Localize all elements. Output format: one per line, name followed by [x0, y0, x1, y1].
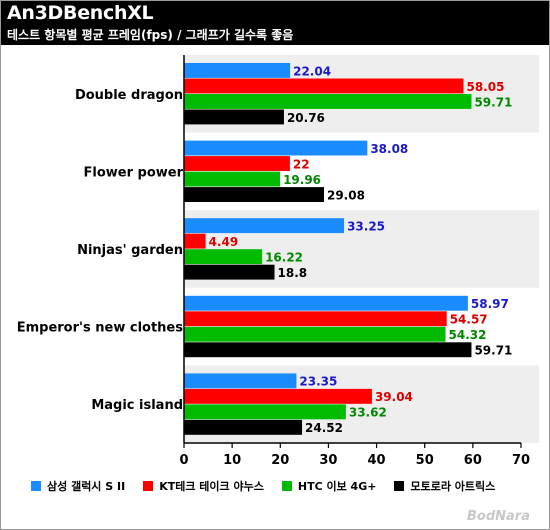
legend-item-4: 모토로라 아트릭스	[394, 478, 495, 494]
category-label-flower-power: Flower power	[83, 165, 183, 180]
data-label-flower-power-s4: 29.08	[327, 188, 365, 202]
bar-double-dragon-s3	[184, 94, 472, 109]
data-label-ninjas-garden-s3: 16.22	[265, 250, 303, 264]
legend: 삼성 갤럭시 S II KT테크 테이크 야누스 HTC 이보 4G+ 모토로라 아트…	[31, 477, 495, 495]
x-tick-label-10: 10	[223, 453, 241, 468]
bar-flower-power-s3	[184, 171, 281, 187]
x-tick-label-60: 60	[464, 453, 482, 468]
data-label-double-dragon-s2: 58.05	[466, 80, 504, 94]
bar-ninjas-garden-s4	[184, 264, 275, 280]
legend-swatch-4	[394, 481, 405, 491]
x-tick-label-20: 20	[271, 453, 289, 468]
category-label-double-dragon: Double dragon	[75, 88, 183, 103]
data-label-flower-power-s3: 19.96	[283, 173, 321, 187]
legend-item-1: 삼성 갤럭시 S II	[31, 478, 125, 494]
bar-emperor-s-new-clothes-s4	[184, 342, 472, 358]
x-tick-label-30: 30	[319, 453, 337, 468]
legend-swatch-1	[31, 481, 41, 491]
bar-ninjas-garden-s3	[184, 249, 263, 265]
bar-magic-island-s3	[184, 404, 346, 420]
bar-emperor-s-new-clothes-s2	[184, 311, 447, 327]
bar-ninjas-garden-s2	[184, 233, 206, 249]
chart-title: An3DBenchXL	[7, 2, 154, 24]
bar-emperor-s-new-clothes-s3	[184, 326, 446, 342]
legend-item-2: KT테크 테이크 야누스	[143, 478, 264, 494]
x-tick-label-0: 0	[179, 453, 188, 468]
data-label-double-dragon-s4: 20.76	[287, 111, 325, 125]
x-tick-label-40: 40	[368, 453, 386, 468]
legend-label-3: HTC 이보 4G+	[297, 480, 377, 493]
data-label-ninjas-garden-s1: 33.25	[347, 219, 385, 233]
data-label-emperor-s-new-clothes-s3: 54.32	[449, 328, 487, 342]
bar-marks	[184, 63, 472, 435]
bar-double-dragon-s2	[184, 78, 464, 94]
bar-ninjas-garden-s1	[184, 218, 345, 234]
bar-magic-island-s1	[184, 373, 297, 389]
legend-label-4: 모토로라 아트릭스	[410, 480, 496, 493]
bar-chart: 22.0458.0559.7120.7638.082219.9629.0833.…	[17, 55, 539, 468]
svg-text:BodNara: BodNara	[467, 509, 530, 524]
data-label-emperor-s-new-clothes-s1: 58.97	[471, 297, 509, 311]
data-label-ninjas-garden-s2: 4.49	[209, 235, 239, 249]
data-label-emperor-s-new-clothes-s2: 54.57	[450, 313, 488, 327]
data-label-magic-island-s4: 24.52	[305, 421, 343, 435]
category-label-ninjas-garden: Ninjas' garden	[77, 243, 183, 258]
bar-flower-power-s1	[184, 140, 368, 156]
legend-label-2: KT테크 테이크 야누스	[159, 480, 264, 493]
data-label-magic-island-s1: 23.35	[299, 375, 337, 389]
bar-magic-island-s2	[184, 388, 372, 404]
legend-item-3: HTC 이보 4G+	[281, 478, 377, 494]
bar-double-dragon-s1	[184, 63, 291, 78]
data-label-flower-power-s2: 22	[293, 157, 310, 171]
x-tick-label-50: 50	[416, 453, 434, 468]
data-label-emperor-s-new-clothes-s4: 59.71	[474, 344, 512, 358]
data-label-double-dragon-s1: 22.04	[293, 64, 331, 78]
bodnara-watermark: BodNara	[467, 509, 530, 524]
x-axis: 0 10 20 30 40 50 60 70	[179, 55, 530, 468]
bar-emperor-s-new-clothes-s1	[184, 295, 468, 311]
bar-magic-island-s4	[184, 419, 303, 435]
x-tick-label-70: 70	[512, 453, 530, 468]
legend-label-1: 삼성 갤럭시 S II	[47, 480, 126, 493]
chart-subtitle: 테스트 항목별 평균 프레임(fps) / 그래프가 길수록 좋음	[7, 28, 294, 42]
category-label-magic-island: Magic island	[91, 398, 183, 413]
bar-flower-power-s4	[184, 187, 324, 202]
data-label-magic-island-s3: 33.62	[349, 406, 387, 420]
data-label-flower-power-s1: 38.08	[370, 142, 408, 156]
data-label-ninjas-garden-s4: 18.8	[278, 266, 308, 280]
chart-header: An3DBenchXL 테스트 항목별 평균 프레임(fps) / 그래프가 길…	[1, 1, 549, 45]
bar-flower-power-s2	[184, 156, 290, 171]
category-label-emperor-s-new-clothes: Emperor's new clothes	[17, 321, 184, 336]
legend-swatch-2	[143, 481, 154, 491]
category-labels: Double dragon Flower power Ninjas' garden E…	[17, 88, 184, 413]
data-label-magic-island-s2: 39.04	[375, 390, 413, 404]
data-label-double-dragon-s3: 59.71	[474, 95, 512, 109]
bar-double-dragon-s4	[184, 109, 284, 125]
data-labels: 22.0458.0559.7120.7638.082219.9629.0833.…	[209, 64, 513, 435]
legend-swatch-3	[281, 481, 292, 491]
